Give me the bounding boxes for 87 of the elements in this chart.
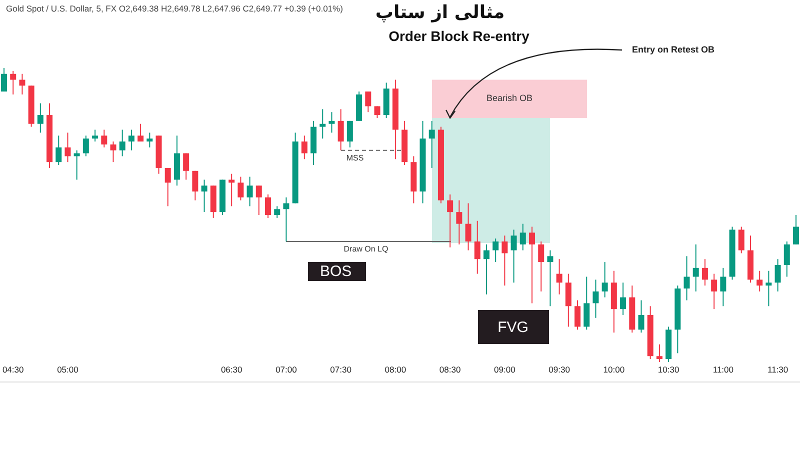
candlestick [620, 282, 626, 316]
candlestick [638, 300, 644, 334]
candlestick [101, 129, 108, 148]
chart-subtitle: Order Block Re-entry [388, 28, 530, 44]
candlestick [492, 238, 499, 263]
candlestick [119, 129, 126, 157]
candlestick [756, 270, 763, 292]
candlestick [201, 179, 208, 213]
candlestick [738, 226, 744, 254]
candlestick [465, 202, 472, 251]
candlestick [774, 258, 781, 292]
candlestick [92, 129, 98, 142]
text: Gold Spot / U.S. Dollar, 5, FX O2,649.38 H2,649.78 L2,647.96 C2,649.77 +0.39 (+0.01%) [6, 3, 344, 14]
x-tick-label: 04:30 [2, 364, 24, 374]
candlestick [274, 206, 280, 218]
band-label: Bearish OB [486, 93, 533, 104]
candlestick [56, 135, 62, 166]
candlestick [447, 194, 454, 248]
candlestick [592, 279, 599, 318]
chart-title: مثالی از ستاپ [375, 2, 505, 23]
candlestick [265, 194, 271, 218]
candlestick [301, 135, 308, 160]
candlestick [128, 129, 134, 151]
candlestick [711, 273, 718, 310]
candlestick [138, 123, 144, 142]
candlestick [529, 226, 535, 304]
candlestick [110, 141, 116, 163]
candlestick [483, 244, 490, 295]
candlestick [474, 220, 480, 274]
candlestick [692, 244, 699, 292]
x-tick-label: 07:30 [330, 364, 352, 374]
candlestick [183, 152, 190, 180]
candlestick [547, 250, 554, 307]
candlestick [684, 256, 690, 301]
x-tick-label: 11:30 [767, 364, 788, 374]
x-tick-label: 10:00 [603, 364, 625, 374]
candlestick [19, 73, 26, 95]
candlestick [702, 258, 708, 286]
candlestick [328, 112, 335, 134]
candlestick [338, 108, 344, 151]
candlestick [164, 167, 171, 207]
candlestick [37, 102, 44, 134]
candlestick [565, 273, 572, 328]
x-tick-label: 11:00 [712, 364, 734, 374]
candlestick [456, 200, 462, 245]
annotation: Entry on Retest OB [632, 44, 716, 54]
candlestick [720, 267, 726, 307]
x-tick-label: 07:00 [276, 364, 298, 374]
ref-line-label: Draw On LQ [344, 244, 388, 254]
candlestick [428, 120, 435, 168]
candlestick [283, 196, 290, 242]
candlestick [228, 173, 235, 207]
candlestick [766, 270, 772, 307]
candlestick [520, 223, 526, 251]
candlestick [256, 185, 262, 216]
candlestick [246, 176, 253, 207]
ref-line-label: MSS [346, 153, 364, 162]
candlestick [784, 240, 790, 278]
candlestick [602, 262, 608, 298]
x-tick-label: 10:30 [658, 364, 680, 374]
annotation: FVG [498, 318, 528, 336]
candlestick [82, 135, 89, 157]
candlestick [656, 344, 662, 362]
candlestick [374, 106, 380, 118]
annotation: BOS [320, 262, 352, 280]
candlestick [556, 258, 562, 295]
candlestick [346, 120, 353, 148]
candlestick [584, 276, 590, 330]
x-tick-label: 08:00 [384, 364, 406, 374]
candlestick [502, 235, 508, 286]
candlestick [1, 68, 7, 92]
candlestick [10, 70, 16, 95]
x-tick-label: 09:30 [548, 364, 570, 374]
candlestick [238, 176, 244, 201]
candlestick [538, 240, 544, 292]
candlestick [146, 132, 153, 148]
candlestick [510, 229, 517, 284]
x-tick-label: 06:30 [220, 364, 242, 374]
candlestick [320, 108, 326, 140]
x-tick-label: 09:00 [494, 364, 516, 374]
candlestick [192, 170, 198, 201]
candlestick [793, 214, 799, 245]
candlestick [64, 132, 71, 163]
candlestick [574, 300, 581, 330]
x-tick-label: 08:30 [439, 364, 461, 374]
x-tick-label: 05:00 [57, 364, 79, 374]
candlestick [365, 91, 372, 113]
